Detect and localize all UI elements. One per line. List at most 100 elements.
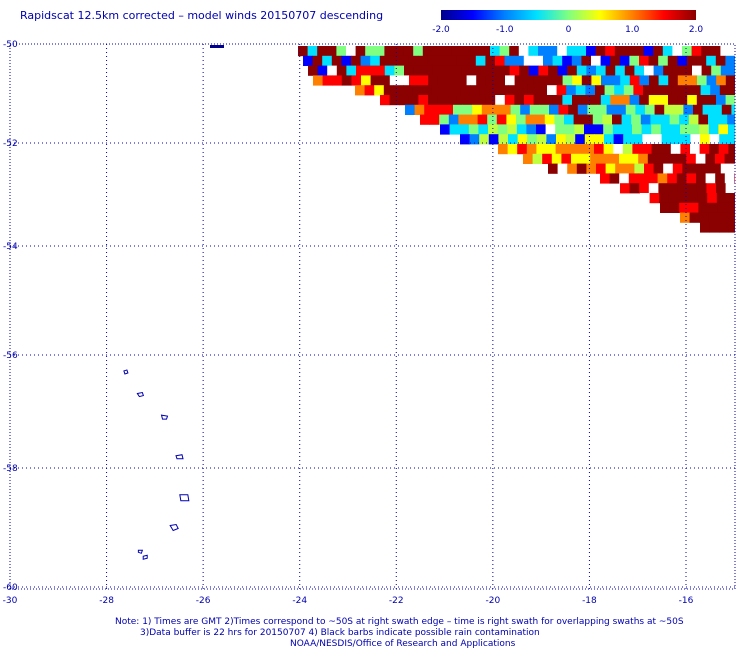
swath-pixel <box>539 104 550 115</box>
swath-pixel <box>514 55 525 66</box>
swath-pixel <box>420 114 430 125</box>
swath-pixel <box>536 124 546 135</box>
swath-pixel <box>581 75 592 86</box>
longitude-tick-label: -28 <box>99 596 114 606</box>
swath-pixel <box>653 163 664 174</box>
latitude-tick-label: -50 <box>3 40 18 50</box>
swath-pixel <box>537 85 548 96</box>
swath-pixel <box>658 95 669 106</box>
swath-pixel <box>458 114 469 125</box>
swath-pixel <box>602 114 613 125</box>
swath-pixel <box>514 75 525 86</box>
swath-pixel <box>701 65 712 76</box>
swath-pixel <box>623 85 634 96</box>
swath-pixel <box>594 134 605 145</box>
swath-pixel <box>364 85 375 96</box>
swath-pixel <box>423 65 434 76</box>
swath-pixel <box>724 173 735 184</box>
swath-pixel <box>383 85 394 96</box>
swath-pixel <box>593 124 604 135</box>
swath-pixel <box>710 46 721 57</box>
swath-pixel <box>509 65 520 76</box>
swath-pixel <box>726 193 735 204</box>
swath-pixel <box>508 134 518 145</box>
swath-pixel <box>568 104 579 115</box>
colorbar-tick-label: 0 <box>566 25 572 35</box>
swath-pixel <box>705 173 716 184</box>
swath-pixel <box>451 85 461 96</box>
swath-pixel <box>538 46 548 57</box>
swath-pixel <box>643 46 654 57</box>
swath-pixel <box>384 46 395 57</box>
island-outline <box>136 391 145 398</box>
swath-pixel <box>715 173 726 184</box>
swath-pixel <box>697 75 707 86</box>
swath-pixel <box>365 46 376 57</box>
swath-pixel <box>551 153 562 164</box>
swath-pixel <box>725 95 735 106</box>
swath-pixel <box>504 95 515 106</box>
swath-pixel <box>428 95 438 106</box>
swath-pixel <box>499 85 509 96</box>
swath-pixel <box>634 65 645 76</box>
swath-pixel <box>620 75 631 86</box>
longitude-tick-label: -22 <box>389 596 404 606</box>
swath-pixel <box>471 65 482 76</box>
swath-pixel <box>591 75 602 86</box>
swath-pixel <box>532 153 543 164</box>
swath-pixel <box>566 46 577 57</box>
swath-pixel <box>331 55 342 66</box>
swath-pixel <box>639 95 650 106</box>
swath-pixel <box>480 65 491 76</box>
swath-pixel <box>648 173 658 184</box>
swath-pixel <box>461 46 472 57</box>
swath-pixel <box>322 75 333 86</box>
island-outline <box>123 369 129 375</box>
swath-pixel <box>638 173 649 184</box>
swath-pixel <box>629 55 640 66</box>
swath-pixel <box>699 212 710 223</box>
latitude-tick-label: -54 <box>3 242 18 252</box>
swath-pixel <box>603 144 614 155</box>
swath-pixel <box>620 95 630 106</box>
swath-pixel <box>514 95 525 106</box>
swath-pixel <box>553 75 563 86</box>
swath-pixel <box>730 46 735 57</box>
swath-pixel <box>336 65 347 76</box>
swath-pixel <box>447 75 458 86</box>
plot-border <box>9 43 736 590</box>
swath-pixel <box>552 95 563 106</box>
swath-pixel <box>561 153 572 164</box>
swath-pixel <box>308 65 318 76</box>
swath-pixel <box>399 75 410 86</box>
swath-pixel <box>697 193 708 204</box>
swath-pixel <box>370 75 381 86</box>
swath-pixel <box>572 95 582 106</box>
swath-pixel <box>595 46 606 57</box>
swath-pixel <box>639 55 649 66</box>
swath-pixel <box>728 222 735 233</box>
swath-pixel <box>643 85 653 96</box>
swath-pixel <box>461 65 472 76</box>
swath-pixel <box>696 183 707 194</box>
swath-pixel <box>644 65 654 76</box>
swath-pixel <box>346 65 357 76</box>
swath-pixel <box>599 153 610 164</box>
swath-pixel <box>356 65 366 76</box>
swath-pixel <box>730 65 735 76</box>
swath-pixel <box>466 75 477 86</box>
swath-pixel <box>612 124 623 135</box>
swath-pixel <box>546 134 557 145</box>
swath-pixel <box>605 46 616 57</box>
swath-pixel <box>633 85 644 96</box>
swath-pixel <box>648 183 659 194</box>
swath-pixel <box>518 85 529 96</box>
swath-pixel <box>548 163 558 174</box>
swath-pixel <box>708 124 719 135</box>
swath-pixel <box>653 46 664 57</box>
swath-pixel <box>635 104 646 115</box>
swath-pixel <box>654 104 665 115</box>
swath-pixel <box>708 114 718 125</box>
island-outline <box>137 549 144 554</box>
swath-pixel <box>724 153 735 164</box>
